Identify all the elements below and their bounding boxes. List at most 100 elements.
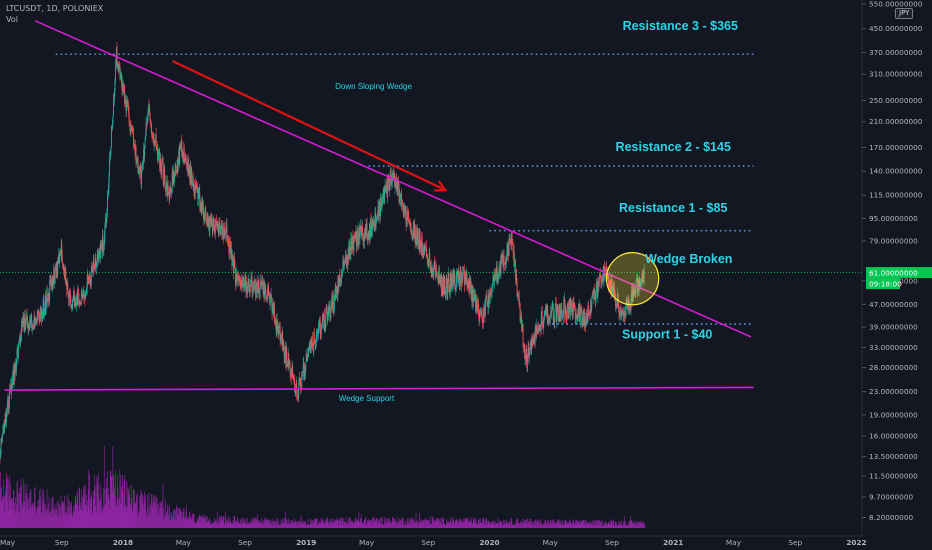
candle-body [11, 382, 13, 386]
candle-body [129, 119, 130, 122]
volume-bar [633, 522, 635, 528]
candle-body [227, 240, 229, 242]
volume-bar [628, 525, 629, 528]
volume-bar [456, 523, 458, 528]
volume-bar [402, 519, 404, 528]
candle-body [170, 188, 172, 195]
volume-bar [30, 488, 31, 528]
candle-body [486, 295, 487, 299]
volume-bar [259, 523, 261, 528]
volume-bar [196, 521, 197, 528]
volume-bar [375, 519, 376, 528]
candle-body [306, 353, 308, 358]
candle-body [57, 261, 59, 275]
volume-bar [219, 515, 221, 528]
symbol-label[interactable]: LTCUSDT, 1D, POLONIEX [6, 4, 104, 13]
candle-body [571, 302, 573, 311]
volume-bar [631, 520, 632, 528]
volume-bar [321, 519, 323, 528]
candle-body [266, 297, 268, 300]
candle-body [609, 288, 610, 289]
candle-body [130, 125, 132, 131]
candle-body [630, 308, 632, 311]
volume-bar [351, 520, 353, 528]
candle-body [373, 221, 375, 226]
volume-bar [549, 524, 550, 528]
y-tick-label: 9.70000000 [869, 492, 913, 501]
volume-bar [148, 508, 149, 528]
volume-bar [51, 517, 53, 528]
candle-body [588, 312, 590, 315]
candle-body [264, 282, 266, 297]
volume-bar [115, 507, 117, 528]
candle-body [421, 237, 423, 252]
volume-bar [172, 519, 173, 528]
volume-bar [399, 518, 400, 528]
volume-bar [391, 522, 393, 528]
candle-body [210, 215, 212, 224]
volume-bar [491, 521, 493, 528]
candle-body [383, 187, 385, 196]
volume-bar [606, 524, 608, 528]
candle-body [538, 328, 540, 330]
volume-bar [359, 521, 361, 528]
candle-body [515, 262, 517, 281]
volume-bar [118, 499, 120, 528]
volume-bar [198, 515, 200, 528]
volume-bar [11, 498, 13, 528]
volume-bar [612, 518, 614, 528]
candle-body [269, 296, 271, 305]
candle-body [197, 188, 199, 200]
candle-body [587, 305, 589, 317]
candle-body [492, 285, 493, 286]
candle-body [490, 293, 492, 294]
volume-bar [392, 516, 394, 528]
candle-body [279, 325, 281, 341]
volume-bar [519, 522, 521, 528]
candle-body [377, 217, 378, 218]
volume-bar [106, 471, 108, 528]
volume-bar [545, 519, 547, 528]
volume-bar [141, 491, 142, 528]
candle-body [332, 295, 334, 307]
candle-body [314, 342, 316, 344]
candle-body [372, 219, 373, 231]
candle-body [460, 267, 462, 286]
volume-bar [191, 521, 192, 528]
volume-bar [515, 520, 516, 528]
volume-bar [529, 521, 530, 528]
volume-bar [142, 494, 143, 528]
candle-body [108, 176, 110, 189]
volume-bar [17, 492, 19, 528]
candle-body [154, 140, 156, 142]
candle-body [411, 232, 413, 235]
volume-bar [453, 523, 455, 528]
volume-bar [528, 521, 530, 528]
candle-body [477, 303, 479, 311]
volume-bar [372, 518, 373, 528]
volume-bar [356, 522, 358, 528]
volume-bar [410, 524, 411, 528]
candle-body [551, 306, 553, 307]
candle-body [418, 232, 420, 250]
volume-bar [163, 507, 165, 528]
volume-bar [587, 523, 589, 528]
volume-bar [322, 521, 324, 528]
candle-body [84, 295, 86, 299]
volume-bar [561, 524, 562, 528]
volume-bar [258, 522, 260, 528]
volume-bar [420, 522, 422, 528]
candle-body [636, 280, 638, 281]
y-tick-label: 95.00000000 [869, 214, 918, 223]
volume-bar [154, 495, 156, 528]
candle-body [557, 307, 559, 311]
candle-body [213, 217, 215, 227]
currency-button[interactable]: JPY [895, 8, 914, 19]
candle-body [467, 281, 469, 286]
candle-body [612, 286, 614, 288]
candle-body [378, 201, 380, 217]
volume-bar [213, 522, 215, 528]
candle-body [323, 314, 325, 315]
volume-bar [29, 493, 30, 528]
